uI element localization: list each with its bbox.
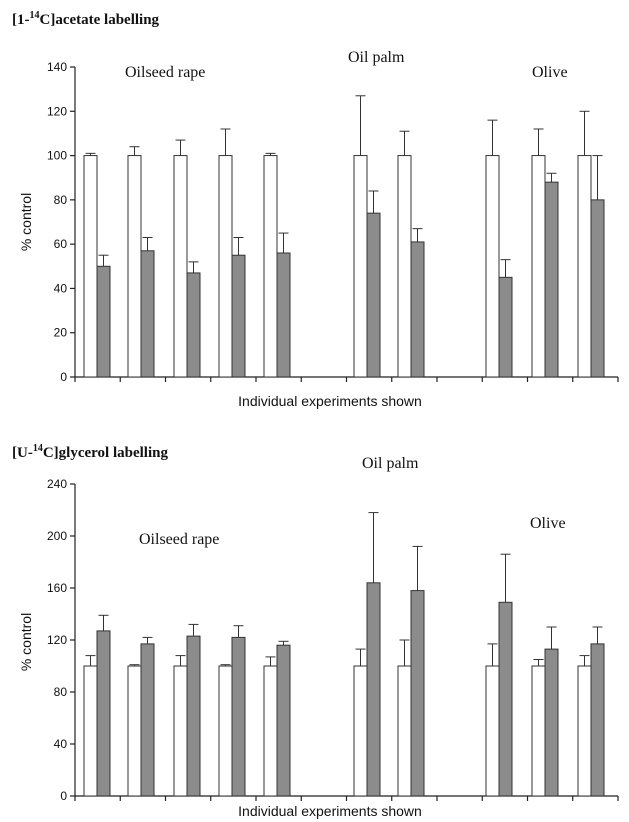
acetate-bar-control [218, 155, 233, 378]
acetate-bar-treated [498, 276, 513, 378]
glycerol-bar-control [577, 665, 592, 797]
acetate-y-tick-label: 40 [54, 281, 68, 295]
glycerol-y-tick-label: 240 [47, 477, 67, 491]
acetate-bar-control [353, 155, 368, 378]
glycerol-bar-treated [366, 582, 381, 797]
acetate-bar-treated [186, 272, 201, 378]
glycerol-title: [U-14C]glycerol labelling [12, 443, 168, 461]
glycerol-y-tick-label: 120 [47, 633, 67, 647]
acetate-bar-control [263, 155, 278, 378]
acetate-x-axis-label: Individual experiments shown [238, 393, 422, 409]
panel-glycerol: [U-14C]glycerol labelling Oilseed rape O… [12, 443, 619, 819]
acetate-group-label-oil-palm: Oil palm [348, 49, 405, 66]
acetate-y-axis-label: % control [18, 193, 34, 251]
acetate-y-tick-label: 80 [54, 193, 68, 207]
acetate-y-tick-label: 20 [54, 326, 68, 340]
glycerol-group-label-olive: Olive [530, 515, 566, 532]
acetate-bar-control [127, 155, 142, 378]
acetate-bar-control [397, 155, 412, 378]
acetate-y-tick-label: 140 [47, 60, 67, 74]
glycerol-bar-control [397, 665, 412, 797]
glycerol-plot-area: 0 40 80 120 160 200 240 [47, 477, 619, 803]
glycerol-x-axis-label: Individual experiments shown [238, 803, 422, 819]
glycerol-y-tick-label: 0 [60, 789, 67, 803]
glycerol-bar-control [83, 665, 98, 797]
glycerol-bar-control [173, 665, 188, 797]
glycerol-bar-treated [498, 601, 513, 797]
glycerol-bar-control [531, 665, 546, 797]
acetate-bar-control [485, 155, 500, 378]
glycerol-bar-treated [140, 643, 155, 797]
glycerol-bar-treated [276, 644, 291, 797]
acetate-plot-area: 0 20 40 60 80 100 120 140 [47, 60, 619, 384]
glycerol-bar-treated [96, 630, 111, 797]
acetate-bar-treated [544, 181, 559, 378]
glycerol-bar-treated [186, 635, 201, 797]
glycerol-bar-treated [590, 643, 605, 797]
glycerol-bar-control [218, 665, 233, 797]
acetate-bar-control [531, 155, 546, 378]
acetate-bar-control [83, 155, 98, 378]
acetate-group-label-oilseed-rape: Oilseed rape [125, 64, 205, 81]
glycerol-bar-control [263, 665, 278, 797]
acetate-bar-treated [96, 265, 111, 378]
acetate-bar-treated [276, 252, 291, 378]
acetate-bar-treated [410, 241, 425, 378]
glycerol-y-tick-label: 40 [54, 737, 68, 751]
glycerol-y-tick-label: 160 [47, 581, 67, 595]
panel-acetate: [1-14C]acetate labelling Oilseed rape Oi… [12, 10, 619, 409]
glycerol-bar-treated [544, 648, 559, 797]
acetate-bar-treated [231, 254, 246, 378]
acetate-bar-control [173, 155, 188, 378]
glycerol-group-label-oil-palm: Oil palm [362, 455, 419, 472]
acetate-bar-control [577, 155, 592, 378]
glycerol-bar-control [353, 665, 368, 797]
acetate-group-label-olive: Olive [532, 64, 568, 81]
acetate-bar-treated [140, 250, 155, 378]
glycerol-bar-control [485, 665, 500, 797]
acetate-y-tick-label: 60 [54, 237, 68, 251]
glycerol-bar-treated [231, 636, 246, 797]
acetate-bar-treated [590, 199, 605, 378]
glycerol-bar-control [127, 665, 142, 797]
glycerol-y-tick-label: 80 [54, 685, 68, 699]
acetate-y-tick-label: 0 [60, 370, 67, 384]
glycerol-bar-treated [410, 590, 425, 797]
glycerol-y-tick-label: 200 [47, 529, 67, 543]
glycerol-y-axis-label: % control [18, 613, 34, 671]
acetate-y-tick-label: 120 [47, 104, 67, 118]
acetate-bar-treated [366, 212, 381, 378]
acetate-y-tick-label: 100 [47, 149, 67, 163]
glycerol-group-label-oilseed-rape: Oilseed rape [139, 531, 219, 548]
acetate-title: [1-14C]acetate labelling [12, 10, 160, 28]
